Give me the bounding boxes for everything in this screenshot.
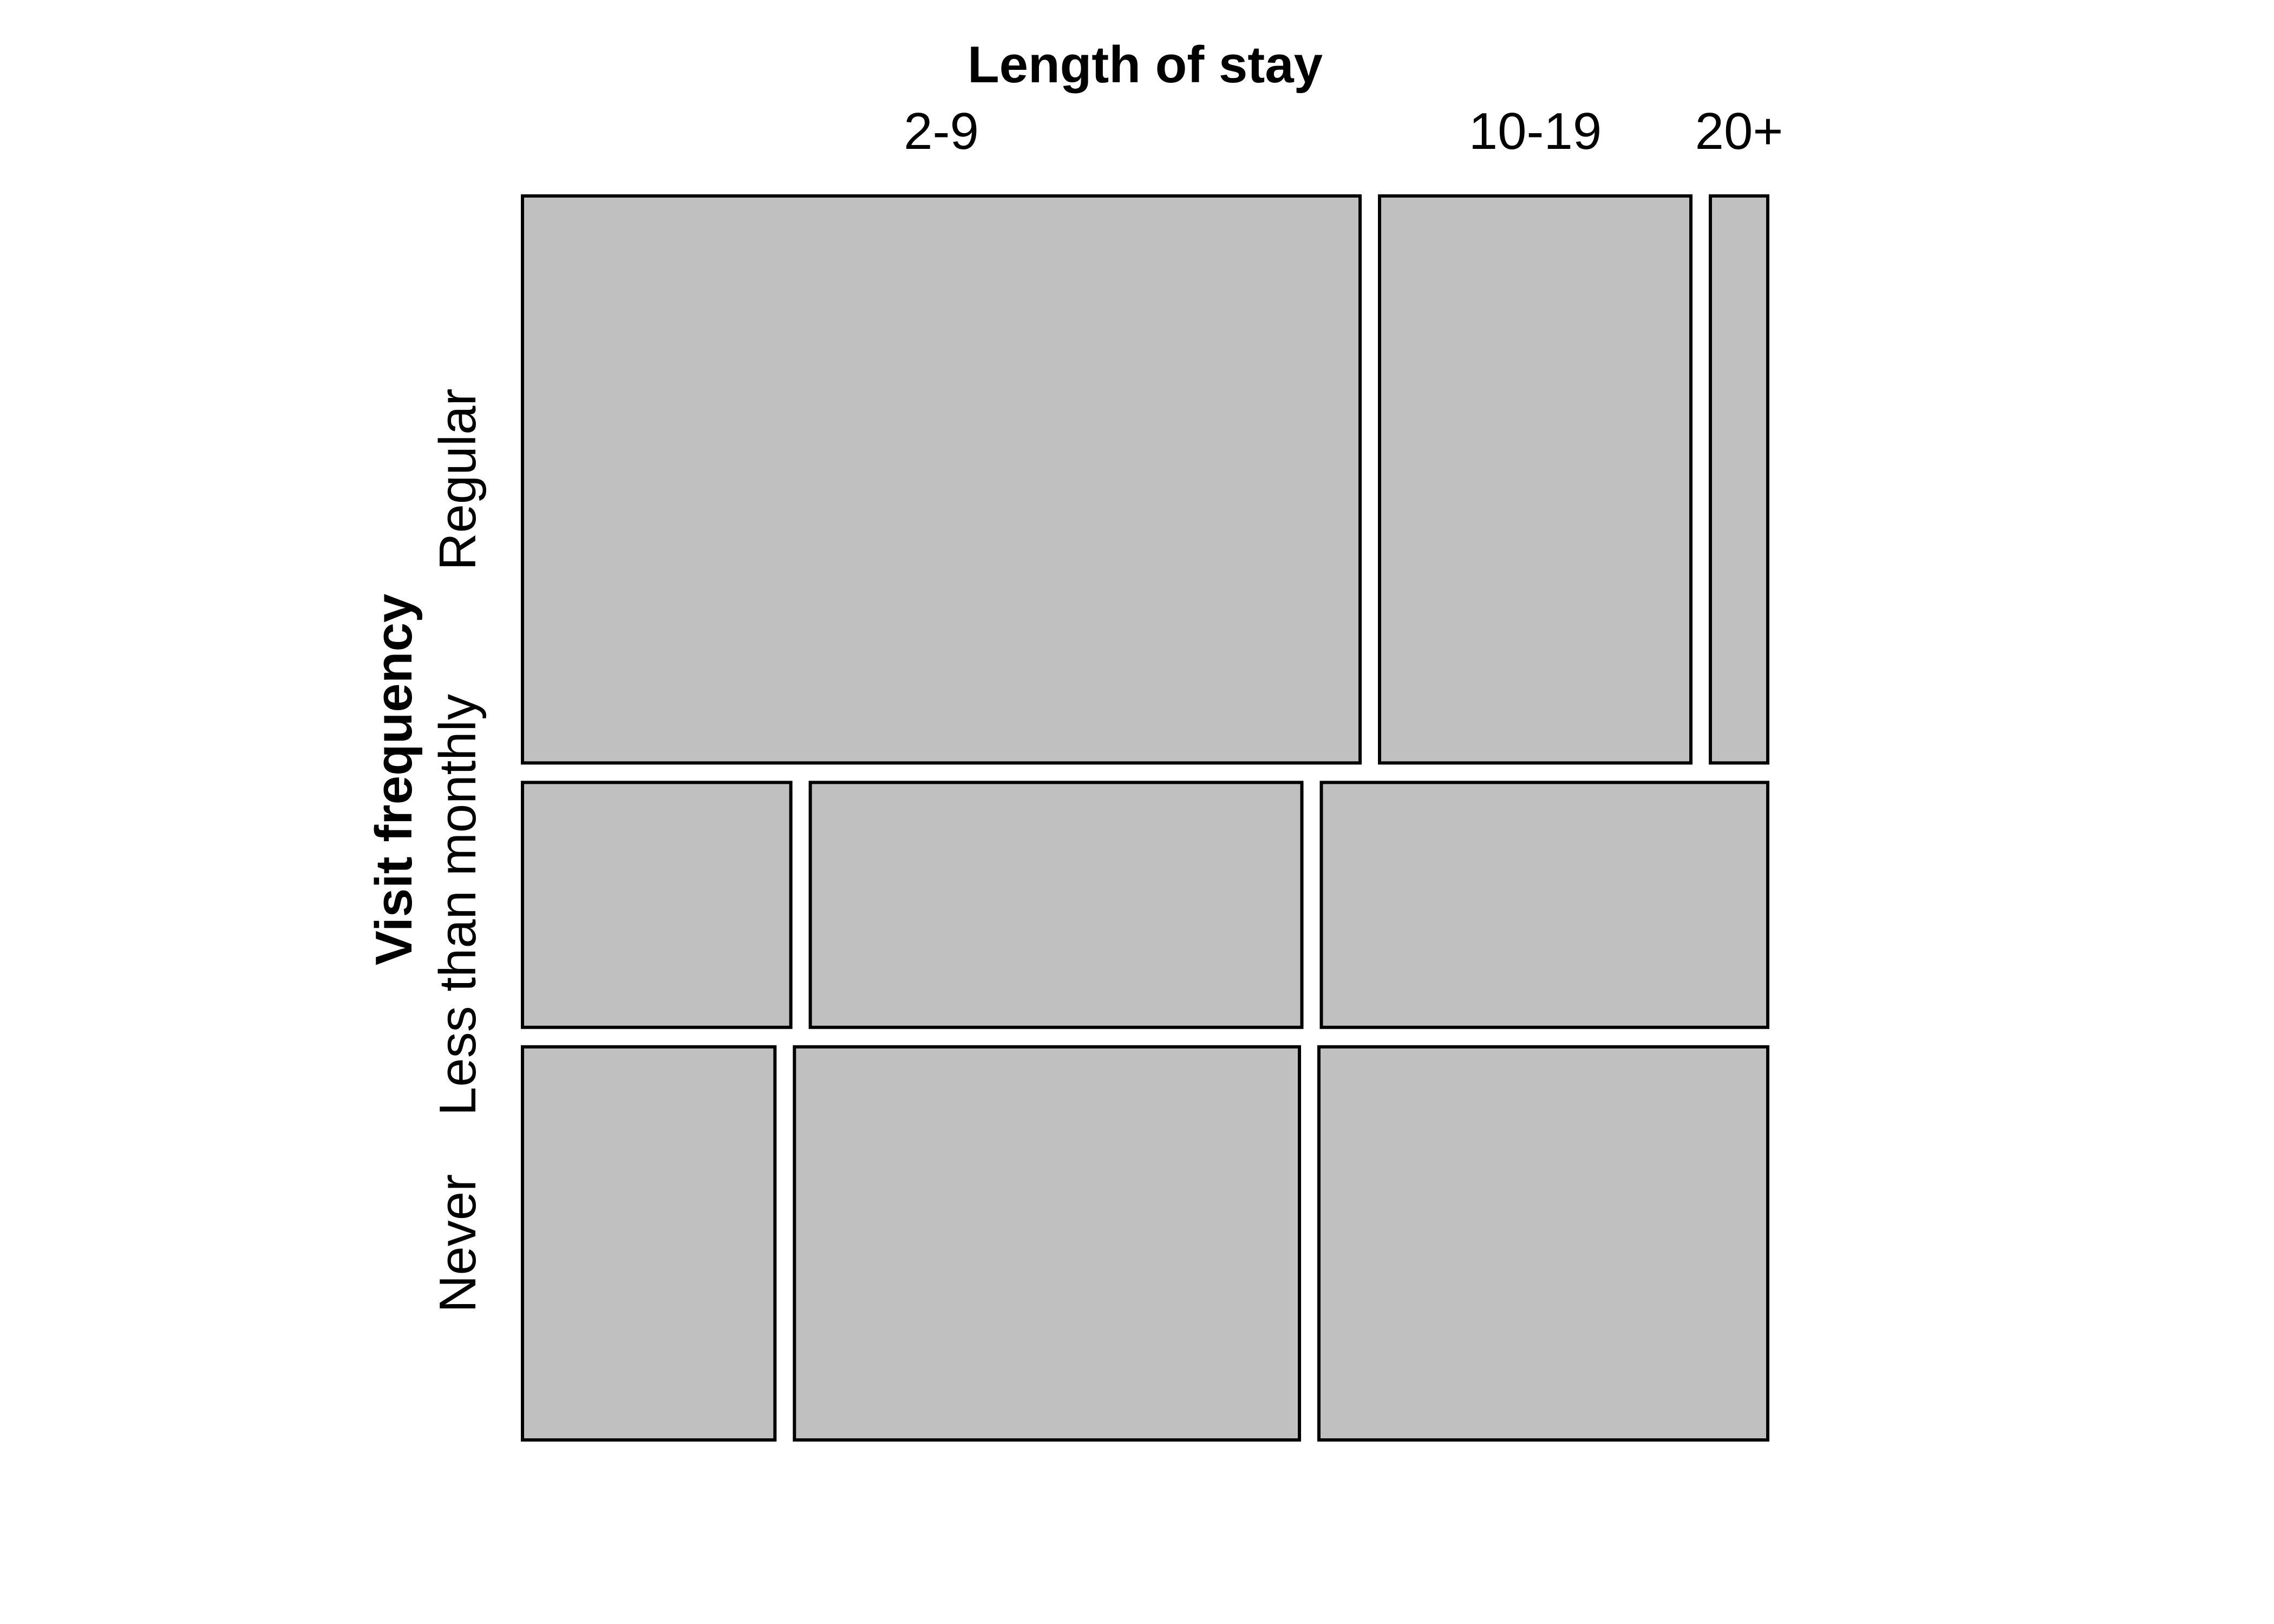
row-label-never: Never [429, 1174, 487, 1313]
tile-regular-20 [1709, 194, 1769, 765]
column-label-2-9: 2-9 [904, 102, 979, 160]
column-label-20: 20+ [1695, 102, 1783, 160]
tile-never-20 [1317, 1045, 1769, 1442]
row-label-less-than-monthly: Less than monthly [429, 694, 487, 1116]
tile-less-than-monthly-2-9 [521, 781, 793, 1029]
tile-regular-10-19 [1378, 194, 1693, 765]
column-labels: 2-9 10-19 20+ [904, 102, 1783, 160]
mosaic-tiles [521, 194, 1769, 1442]
row-label-regular: Regular [429, 389, 487, 571]
column-label-10-19: 10-19 [1469, 102, 1602, 160]
tile-regular-2-9 [521, 194, 1362, 765]
y-axis-title: Visit frequency [365, 594, 423, 965]
tile-never-2-9 [521, 1045, 777, 1442]
tile-less-than-monthly-10-19 [808, 781, 1304, 1029]
x-axis-title: Length of stay [968, 36, 1323, 94]
row-labels: Regular Less than monthly Never [429, 389, 487, 1313]
tile-never-10-19 [793, 1045, 1302, 1442]
tile-less-than-monthly-20 [1319, 781, 1769, 1029]
